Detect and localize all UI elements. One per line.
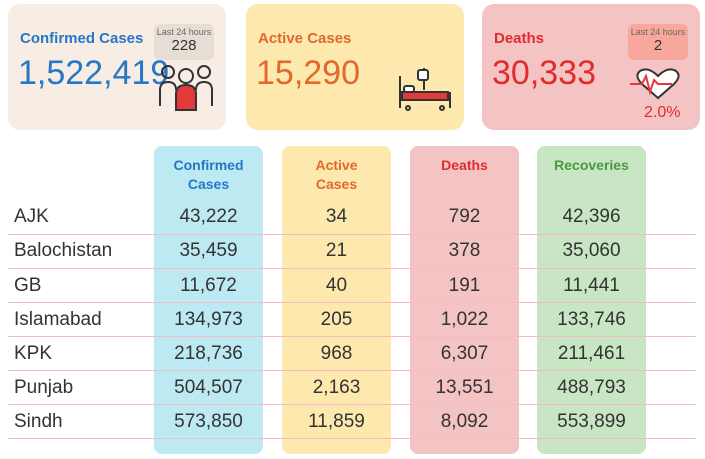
row-divider [8,438,696,439]
recoveries-cell: 488,793 [557,377,626,398]
region-name: Islamabad [14,309,102,330]
deaths-cell: 6,307 [440,343,489,364]
deaths-24h-badge: Last 24 hours 2 [628,24,688,60]
active-cell: 2,163 [312,377,361,398]
active-cell: 205 [320,309,353,330]
region-name: AJK [14,206,49,227]
recoveries-cell: 211,461 [557,343,626,364]
death-rate: 2.0% [644,104,681,121]
confirmed-24h-badge: Last 24 hours 228 [154,24,214,60]
row-divider [8,336,696,337]
deaths-cell: 13,551 [435,377,494,398]
active-summary-card: Active Cases 15,290 [246,4,464,130]
active-cell: 968 [320,343,353,364]
recoveries-cell: 11,441 [563,275,620,296]
confirmed-cell: 504,507 [174,377,243,398]
active-card-value: 15,290 [256,54,360,92]
deaths-badge-value: 2 [653,37,663,54]
confirmed-badge-value: 228 [171,37,197,54]
recoveries-column-header: Recoveries [554,157,629,173]
row-divider [8,268,696,269]
confirmed-column-header: Confirmed Cases [173,157,244,192]
confirmed-card-title: Confirmed Cases [20,30,144,47]
deaths-column-header: Deaths [441,157,488,173]
confirmed-card-value: 1,522,419 [18,54,170,92]
confirmed-cell: 134,973 [174,309,243,330]
deaths-card-value: 30,333 [492,54,596,92]
recoveries-cell: 133,746 [557,309,626,330]
confirmed-cell: 218,736 [174,343,243,364]
deaths-cell: 191 [448,275,481,296]
row-divider [8,404,696,405]
region-name: Sindh [14,411,63,432]
region-name: Punjab [14,377,74,398]
confirmed-cell: 43,222 [179,206,238,227]
active-column-header: Active Cases [315,157,358,192]
active-column-bg [282,146,391,454]
confirmed-column-bg [154,146,263,454]
recoveries-cell: 35,060 [562,240,621,261]
active-card-title: Active Cases [258,30,352,47]
heartbeat-icon [630,68,680,100]
region-name: GB [14,275,42,296]
confirmed-summary-card: Confirmed Cases 1,522,419 Last 24 hours … [8,4,226,130]
recoveries-cell: 553,899 [557,411,626,432]
deaths-cell: 1,022 [440,309,489,330]
deaths-cell: 792 [448,206,481,227]
active-cell: 11,859 [308,411,365,432]
deaths-summary-card: Deaths 30,333 Last 24 hours 2 2.0% [482,4,700,130]
active-cell: 40 [325,275,348,296]
active-cell: 34 [325,206,348,227]
row-divider [8,370,696,371]
confirmed-cell: 35,459 [179,240,238,261]
deaths-badge-label: Last 24 hours [630,27,686,37]
recoveries-column-bg [537,146,646,454]
row-divider [8,234,696,235]
active-cell: 21 [325,240,348,261]
region-name: KPK [14,343,53,364]
confirmed-badge-label: Last 24 hours [156,27,212,37]
deaths-cell: 8,092 [440,411,489,432]
people-group-icon [159,65,213,111]
deaths-column-bg [410,146,519,454]
hospital-bed-icon [399,68,451,111]
recoveries-cell: 42,396 [562,206,621,227]
confirmed-cell: 11,672 [180,275,237,296]
confirmed-cell: 573,850 [174,411,243,432]
deaths-card-title: Deaths [494,30,545,47]
deaths-cell: 378 [448,240,481,261]
row-divider [8,302,696,303]
region-name: Balochistan [14,240,113,261]
